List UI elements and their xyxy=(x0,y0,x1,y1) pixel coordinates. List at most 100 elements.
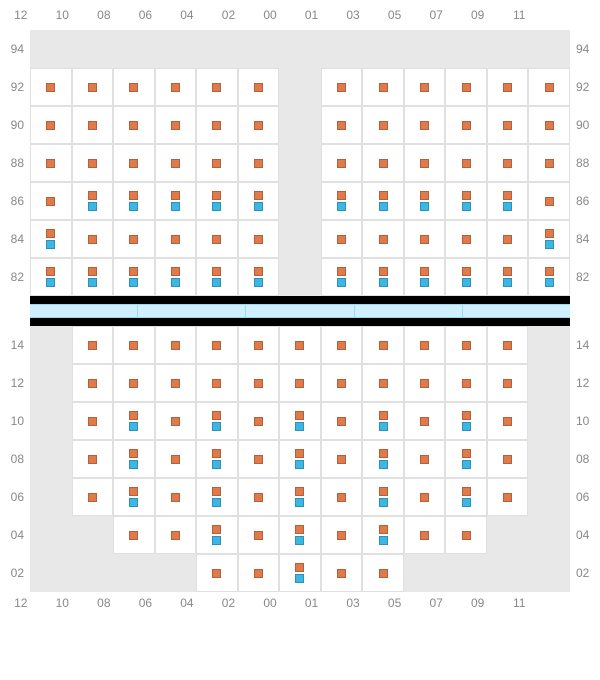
seat-cell[interactable] xyxy=(238,516,280,554)
seat-cell[interactable] xyxy=(72,326,114,364)
seat-cell[interactable] xyxy=(72,258,114,296)
seat-cell[interactable] xyxy=(155,182,197,220)
seat-cell[interactable] xyxy=(445,440,487,478)
seat-cell[interactable] xyxy=(72,402,114,440)
seat-cell[interactable] xyxy=(404,326,446,364)
seat-cell[interactable] xyxy=(30,220,72,258)
seat-cell[interactable] xyxy=(487,478,529,516)
seat-cell[interactable] xyxy=(113,516,155,554)
seat-cell[interactable] xyxy=(404,516,446,554)
seat-cell[interactable] xyxy=(404,182,446,220)
seat-cell[interactable] xyxy=(404,402,446,440)
seat-cell[interactable] xyxy=(113,364,155,402)
seat-cell[interactable] xyxy=(155,478,197,516)
seat-cell[interactable] xyxy=(113,106,155,144)
seat-cell[interactable] xyxy=(279,402,321,440)
seat-cell[interactable] xyxy=(404,364,446,402)
seat-cell[interactable] xyxy=(445,402,487,440)
seat-cell[interactable] xyxy=(196,326,238,364)
seat-cell[interactable] xyxy=(72,364,114,402)
seat-cell[interactable] xyxy=(404,440,446,478)
seat-cell[interactable] xyxy=(113,258,155,296)
seat-cell[interactable] xyxy=(362,144,404,182)
seat-cell[interactable] xyxy=(196,402,238,440)
seat-cell[interactable] xyxy=(487,364,529,402)
seat-cell[interactable] xyxy=(362,364,404,402)
seat-cell[interactable] xyxy=(113,220,155,258)
seat-cell[interactable] xyxy=(72,182,114,220)
seat-cell[interactable] xyxy=(113,402,155,440)
seat-cell[interactable] xyxy=(238,106,280,144)
seat-cell[interactable] xyxy=(72,220,114,258)
seat-cell[interactable] xyxy=(487,106,529,144)
seat-cell[interactable] xyxy=(196,258,238,296)
seat-cell[interactable] xyxy=(238,144,280,182)
seat-cell[interactable] xyxy=(445,326,487,364)
seat-cell[interactable] xyxy=(404,220,446,258)
seat-cell[interactable] xyxy=(404,106,446,144)
seat-cell[interactable] xyxy=(155,440,197,478)
seat-cell[interactable] xyxy=(113,68,155,106)
seat-cell[interactable] xyxy=(279,326,321,364)
seat-cell[interactable] xyxy=(362,326,404,364)
seat-cell[interactable] xyxy=(72,106,114,144)
seat-cell[interactable] xyxy=(528,106,570,144)
seat-cell[interactable] xyxy=(30,182,72,220)
seat-cell[interactable] xyxy=(321,516,363,554)
seat-cell[interactable] xyxy=(238,68,280,106)
seat-cell[interactable] xyxy=(238,364,280,402)
seat-cell[interactable] xyxy=(196,516,238,554)
seat-cell[interactable] xyxy=(155,144,197,182)
seat-cell[interactable] xyxy=(196,554,238,592)
seat-cell[interactable] xyxy=(238,258,280,296)
seat-cell[interactable] xyxy=(445,258,487,296)
seat-cell[interactable] xyxy=(155,402,197,440)
seat-cell[interactable] xyxy=(238,440,280,478)
seat-cell[interactable] xyxy=(279,516,321,554)
seat-cell[interactable] xyxy=(155,258,197,296)
seat-cell[interactable] xyxy=(321,364,363,402)
seat-cell[interactable] xyxy=(404,478,446,516)
seat-cell[interactable] xyxy=(321,554,363,592)
seat-cell[interactable] xyxy=(528,182,570,220)
seat-cell[interactable] xyxy=(238,554,280,592)
seat-cell[interactable] xyxy=(404,144,446,182)
seat-cell[interactable] xyxy=(321,220,363,258)
seat-cell[interactable] xyxy=(528,258,570,296)
seat-cell[interactable] xyxy=(321,326,363,364)
seat-cell[interactable] xyxy=(155,68,197,106)
seat-cell[interactable] xyxy=(321,258,363,296)
seat-cell[interactable] xyxy=(528,68,570,106)
seat-cell[interactable] xyxy=(487,440,529,478)
seat-cell[interactable] xyxy=(321,478,363,516)
seat-cell[interactable] xyxy=(362,440,404,478)
seat-cell[interactable] xyxy=(196,144,238,182)
seat-cell[interactable] xyxy=(113,478,155,516)
seat-cell[interactable] xyxy=(72,68,114,106)
seat-cell[interactable] xyxy=(196,182,238,220)
seat-cell[interactable] xyxy=(487,402,529,440)
seat-cell[interactable] xyxy=(445,516,487,554)
seat-cell[interactable] xyxy=(196,220,238,258)
seat-cell[interactable] xyxy=(196,440,238,478)
seat-cell[interactable] xyxy=(196,106,238,144)
seat-cell[interactable] xyxy=(362,182,404,220)
seat-cell[interactable] xyxy=(72,440,114,478)
seat-cell[interactable] xyxy=(445,478,487,516)
seat-cell[interactable] xyxy=(362,478,404,516)
seat-cell[interactable] xyxy=(113,144,155,182)
seat-cell[interactable] xyxy=(196,68,238,106)
seat-cell[interactable] xyxy=(362,258,404,296)
seat-cell[interactable] xyxy=(30,106,72,144)
seat-cell[interactable] xyxy=(155,516,197,554)
seat-cell[interactable] xyxy=(445,106,487,144)
seat-cell[interactable] xyxy=(362,516,404,554)
seat-cell[interactable] xyxy=(362,220,404,258)
seat-cell[interactable] xyxy=(404,258,446,296)
seat-cell[interactable] xyxy=(487,182,529,220)
seat-cell[interactable] xyxy=(528,144,570,182)
seat-cell[interactable] xyxy=(72,144,114,182)
seat-cell[interactable] xyxy=(362,68,404,106)
seat-cell[interactable] xyxy=(487,220,529,258)
seat-cell[interactable] xyxy=(445,220,487,258)
